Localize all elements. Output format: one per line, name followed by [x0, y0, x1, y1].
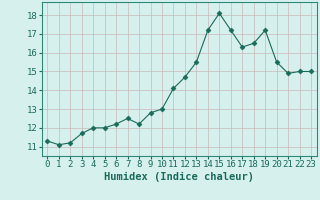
X-axis label: Humidex (Indice chaleur): Humidex (Indice chaleur)	[104, 172, 254, 182]
